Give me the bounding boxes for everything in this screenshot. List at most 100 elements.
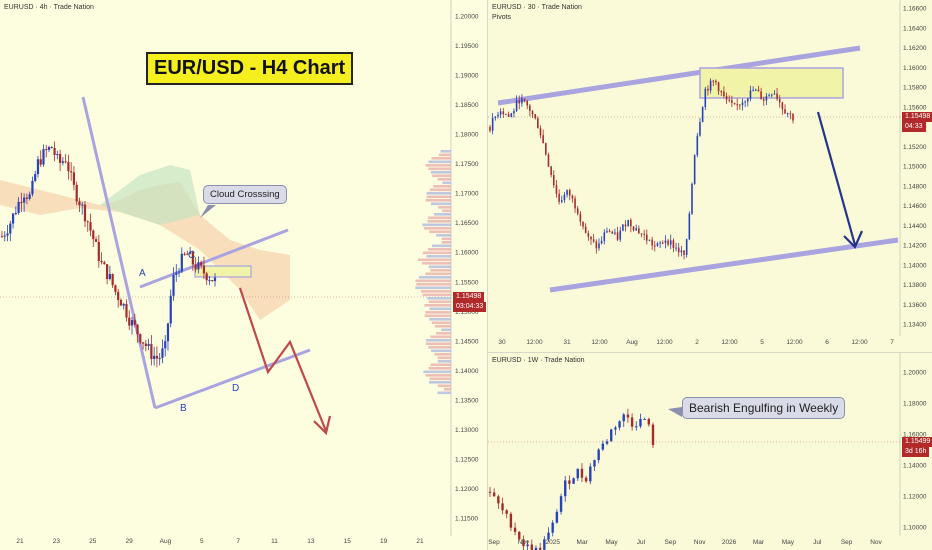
candle-body bbox=[103, 262, 106, 265]
m30-chart-svg[interactable]: 1.16600 1.16400 1.16200 1.16000 1.15800 1.156… bbox=[488, 0, 932, 352]
candle-body bbox=[125, 303, 128, 318]
candle-body bbox=[563, 194, 566, 201]
x-tick-label: 12:00 bbox=[721, 339, 738, 346]
x-tick-label: Nov bbox=[870, 539, 882, 546]
candle-body bbox=[789, 113, 792, 115]
candle-body bbox=[547, 154, 550, 167]
volume-profile-bar bbox=[437, 384, 451, 388]
candle-body bbox=[530, 544, 533, 550]
candle-body bbox=[31, 180, 34, 195]
candle-body bbox=[172, 274, 175, 296]
volume-profile-bar bbox=[423, 227, 451, 230]
candle-body bbox=[770, 94, 773, 96]
candle-body bbox=[640, 233, 643, 235]
x-tick-label: 30 bbox=[498, 339, 506, 346]
candle-body bbox=[571, 195, 574, 199]
volume-profile-bar bbox=[415, 279, 451, 283]
candle-body bbox=[208, 280, 211, 282]
candle-body bbox=[202, 265, 206, 274]
candle-body bbox=[526, 100, 529, 106]
candle-body bbox=[667, 240, 669, 245]
volume-profile-bar bbox=[431, 349, 451, 353]
x-tick-label: 7 bbox=[236, 538, 240, 545]
candle-body bbox=[560, 200, 563, 202]
callout-pointer bbox=[200, 205, 216, 218]
x-tick-label: 23 bbox=[53, 538, 61, 545]
candle-body bbox=[523, 98, 526, 101]
candle-body bbox=[688, 213, 691, 240]
candle-body bbox=[47, 147, 51, 150]
volume-profile-bar bbox=[428, 367, 451, 370]
candle-body bbox=[731, 100, 733, 103]
candle-body bbox=[211, 280, 214, 282]
candle-body bbox=[108, 274, 111, 280]
y-tick-label: 1.18500 bbox=[455, 102, 479, 109]
volume-profile-bar bbox=[434, 353, 451, 356]
candle-body bbox=[521, 98, 523, 104]
candle-body bbox=[200, 262, 203, 266]
candle-body bbox=[773, 93, 776, 95]
candle-body bbox=[531, 110, 534, 115]
h4-candles-group bbox=[0, 141, 217, 368]
y-tick-label: 1.18000 bbox=[455, 132, 479, 139]
candle-body bbox=[183, 253, 186, 255]
volume-profile-bar bbox=[437, 360, 451, 363]
h4-chart-panel[interactable]: EURUSD · 4h · Trade Nation 1.20000 1.1950… bbox=[0, 0, 488, 550]
weekly-candles-group bbox=[488, 408, 655, 550]
weekly-chart-svg[interactable]: 1.20000 1.18000 1.16000 1.14000 1.12000 1.100… bbox=[488, 353, 932, 550]
candle-body bbox=[630, 219, 632, 227]
candle-body bbox=[712, 80, 715, 82]
volume-profile-bar bbox=[432, 244, 451, 248]
candle-body bbox=[522, 539, 525, 547]
candle-body bbox=[643, 233, 645, 235]
candle-body bbox=[605, 441, 609, 444]
candle-body bbox=[11, 213, 15, 224]
candle-body bbox=[501, 503, 504, 511]
candle-body bbox=[550, 166, 552, 176]
candle-body bbox=[89, 222, 92, 231]
candle-body bbox=[733, 102, 736, 105]
candle-body bbox=[518, 531, 521, 540]
candle-body bbox=[704, 88, 707, 108]
candle-body bbox=[543, 539, 546, 550]
candle-body bbox=[683, 250, 685, 255]
candle-body bbox=[723, 91, 725, 96]
candle-body bbox=[45, 149, 48, 151]
m30-price-axis: 1.16600 1.16400 1.16200 1.16000 1.15800 1.156… bbox=[903, 6, 927, 329]
candle-body bbox=[70, 171, 73, 173]
candle-body bbox=[589, 466, 592, 482]
candle-body bbox=[677, 247, 680, 253]
candle-body bbox=[175, 272, 178, 275]
candle-body bbox=[587, 233, 590, 237]
h4-chart-svg[interactable]: 1.20000 1.19500 1.19000 1.18500 1.18000 1.175… bbox=[0, 0, 487, 550]
point-label-b: B bbox=[180, 403, 187, 414]
candle-body bbox=[97, 241, 100, 261]
candle-body bbox=[659, 242, 661, 244]
candle-body bbox=[177, 271, 181, 273]
candle-body bbox=[555, 185, 558, 194]
volume-profile-bar bbox=[428, 265, 451, 269]
panel-title: EURUSD · 4h · Trade Nation bbox=[4, 4, 94, 11]
candle-body bbox=[741, 102, 744, 106]
candle-body bbox=[194, 264, 197, 270]
candle-body bbox=[715, 80, 717, 83]
candle-body bbox=[635, 228, 637, 231]
volume-profile-bar bbox=[429, 318, 451, 321]
candle-body bbox=[58, 153, 62, 163]
price-badge: 1.15498 bbox=[453, 292, 485, 302]
candle-body bbox=[786, 113, 789, 115]
candle-body bbox=[622, 224, 624, 231]
candle-body bbox=[574, 198, 576, 209]
candle-body bbox=[547, 532, 550, 540]
weekly-chart-panel[interactable]: EURUSD · 1W · Trade Nation 1.20000 1.1800… bbox=[488, 353, 932, 550]
x-tick-label: Nov bbox=[518, 539, 530, 546]
volume-profile-bar bbox=[436, 234, 451, 237]
candle-body bbox=[0, 236, 4, 238]
candle-body bbox=[9, 223, 12, 234]
m30-chart-panel[interactable]: EURUSD · 30 · Trade Nation Pivots 1.1660… bbox=[488, 0, 932, 353]
volume-profile-bar bbox=[428, 381, 451, 384]
candle-body bbox=[189, 252, 192, 254]
volume-profile-bar bbox=[437, 178, 451, 181]
volume-profile-bar bbox=[422, 223, 451, 227]
volume-profile-bar bbox=[422, 251, 451, 255]
